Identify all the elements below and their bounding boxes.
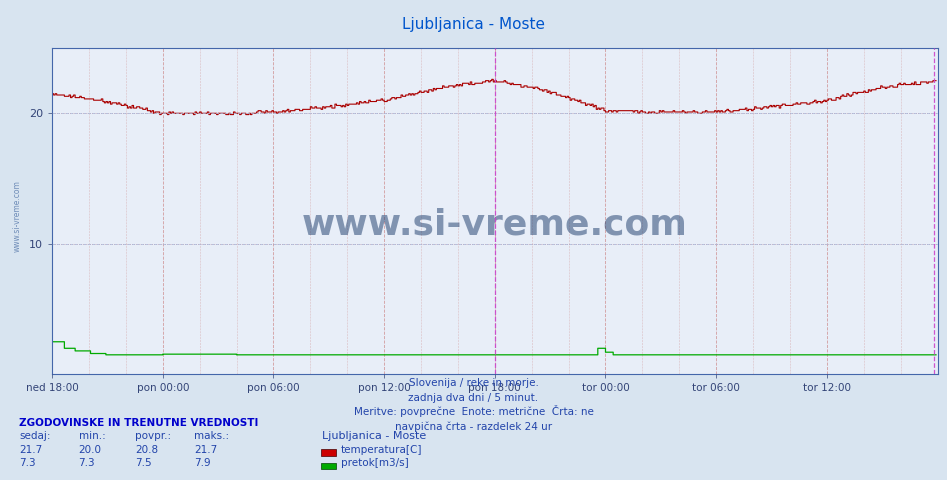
Text: temperatura[C]: temperatura[C] bbox=[341, 444, 422, 455]
Text: navpična črta - razdelek 24 ur: navpična črta - razdelek 24 ur bbox=[395, 421, 552, 432]
Text: ZGODOVINSKE IN TRENUTNE VREDNOSTI: ZGODOVINSKE IN TRENUTNE VREDNOSTI bbox=[19, 418, 259, 428]
Text: sedaj:: sedaj: bbox=[19, 431, 50, 441]
Text: Ljubljanica - Moste: Ljubljanica - Moste bbox=[322, 431, 426, 441]
Text: Ljubljanica - Moste: Ljubljanica - Moste bbox=[402, 17, 545, 32]
Text: maks.:: maks.: bbox=[194, 431, 229, 441]
Text: pretok[m3/s]: pretok[m3/s] bbox=[341, 458, 409, 468]
Text: 20.0: 20.0 bbox=[79, 444, 101, 455]
Text: 7.5: 7.5 bbox=[135, 458, 152, 468]
Text: 20.8: 20.8 bbox=[135, 444, 158, 455]
Text: www.si-vreme.com: www.si-vreme.com bbox=[12, 180, 22, 252]
Text: povpr.:: povpr.: bbox=[135, 431, 171, 441]
Text: zadnja dva dni / 5 minut.: zadnja dva dni / 5 minut. bbox=[408, 393, 539, 403]
Text: min.:: min.: bbox=[79, 431, 105, 441]
Text: 21.7: 21.7 bbox=[194, 444, 218, 455]
Text: www.si-vreme.com: www.si-vreme.com bbox=[302, 207, 688, 241]
Text: Slovenija / reke in morje.: Slovenija / reke in morje. bbox=[408, 378, 539, 388]
Text: 7.3: 7.3 bbox=[19, 458, 36, 468]
Text: Meritve: povprečne  Enote: metrične  Črta: ne: Meritve: povprečne Enote: metrične Črta:… bbox=[353, 405, 594, 417]
Text: 7.3: 7.3 bbox=[79, 458, 96, 468]
Text: 21.7: 21.7 bbox=[19, 444, 43, 455]
Text: 7.9: 7.9 bbox=[194, 458, 211, 468]
